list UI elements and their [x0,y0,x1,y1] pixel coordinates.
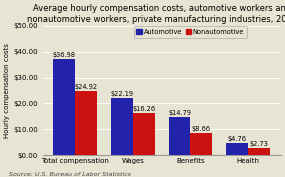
Bar [248,148,270,155]
Y-axis label: Hourly compensation costs: Hourly compensation costs [4,43,10,138]
Text: $16.26: $16.26 [132,106,155,112]
Text: $4.76: $4.76 [228,136,247,142]
Text: $22.19: $22.19 [111,91,133,97]
Bar [133,113,155,155]
Bar [75,91,97,155]
Title: Average hourly compensation costs, automotive workers and
nonautomotive workers,: Average hourly compensation costs, autom… [27,4,285,24]
Bar [53,59,75,155]
Bar [169,117,190,155]
Text: Source: U.S. Bureau of Labor Statistics: Source: U.S. Bureau of Labor Statistics [9,172,131,177]
Legend: Automotive, Nonautomotive: Automotive, Nonautomotive [134,27,247,38]
Text: $36.98: $36.98 [53,52,76,58]
Text: $8.66: $8.66 [192,126,211,132]
Bar [190,133,212,155]
Text: $24.92: $24.92 [75,84,98,90]
Text: $2.73: $2.73 [250,141,268,147]
Bar [111,98,133,155]
Bar [226,143,248,155]
Text: $14.79: $14.79 [168,110,191,116]
